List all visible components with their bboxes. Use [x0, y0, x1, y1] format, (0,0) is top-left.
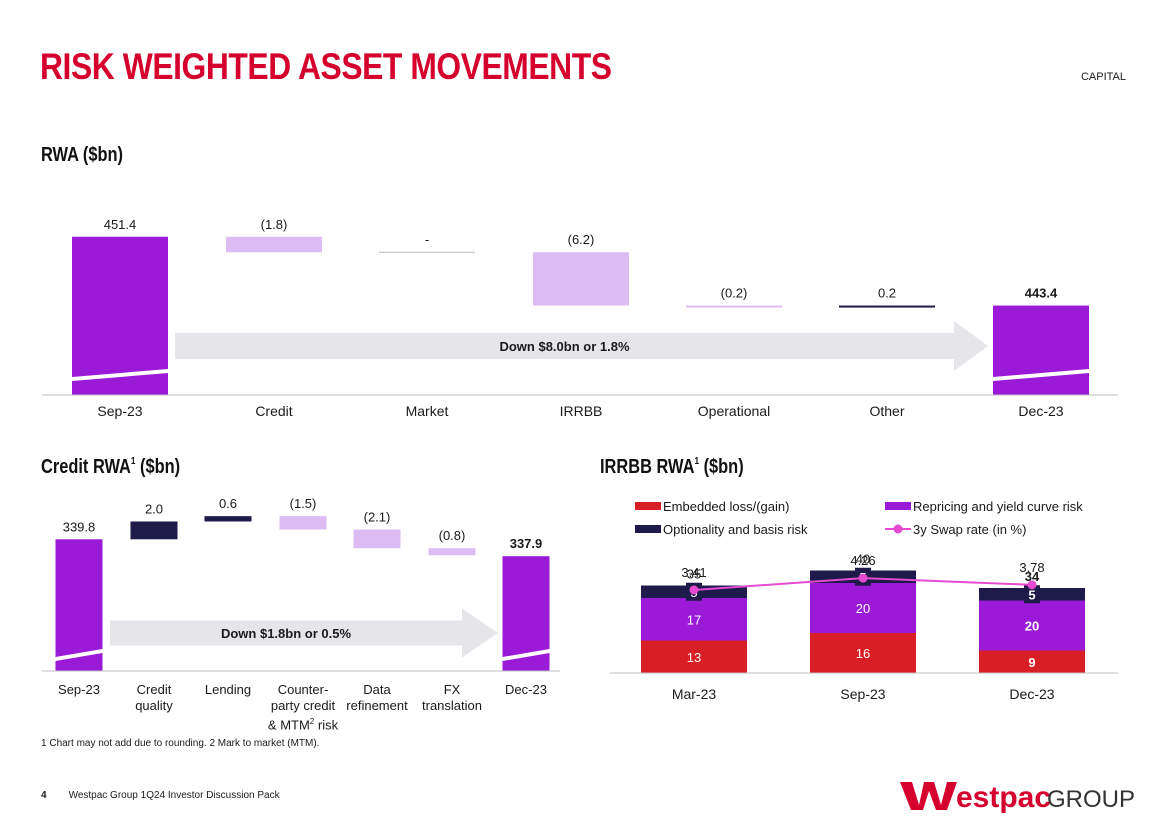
bar-4 [686, 305, 782, 308]
data-label-2: - [425, 232, 429, 247]
data-label-5: 0.2 [878, 286, 896, 301]
segment-label-bg-2 [1024, 585, 1040, 604]
axis-break-0 [55, 649, 103, 661]
logo-w-mark [900, 782, 957, 810]
legend-label-1: Repricing and yield curve risk [913, 499, 1083, 514]
page-title: RISK WEIGHTED ASSET MOVEMENTS [40, 46, 612, 87]
data-label-5: (0.8) [439, 528, 466, 543]
category-label-6: Dec-23 [1018, 403, 1063, 419]
rwa-waterfall-chart: 451.4 Sep-23 (1.8) Credit - Market (6.2) IRRBB (… [42, 217, 1118, 419]
total-label-0: 35 [687, 567, 701, 582]
bar-embedded-0 [641, 640, 747, 673]
bar-5 [428, 548, 476, 556]
page-number: 4 [41, 790, 47, 801]
credit-axis-label-5: FX translation [422, 682, 482, 713]
segment-label-optionality-2: 5 [1028, 587, 1035, 602]
legend-label-line: 3y Swap rate (in %) [913, 522, 1026, 537]
irrbb-rwa-title: IRRBB RWA1 ($bn) [600, 456, 744, 478]
bar-5 [839, 305, 935, 308]
swap-rate-point-0 [689, 585, 699, 595]
bar-repricing-1 [810, 583, 916, 633]
credit-axis-label-4: Data refinement [346, 682, 408, 713]
bar-4 [353, 529, 401, 549]
data-label-3: (6.2) [568, 232, 595, 247]
credit-axis-label-6: Dec-23 [505, 682, 547, 697]
legend-label-2: Optionality and basis risk [663, 522, 808, 537]
category-label-3: IRRBB [560, 403, 603, 419]
data-label-4: (2.1) [364, 509, 391, 524]
segment-label-repricing-0: 17 [687, 612, 701, 627]
category-label-0: Sep-23 [97, 403, 142, 419]
legend-swatch-1 [885, 502, 911, 510]
bar-0 [55, 539, 103, 671]
credit-axis-label-0: Sep-23 [58, 682, 100, 697]
total-label-1: 40 [856, 552, 870, 567]
section-tag: CAPITAL [1080, 71, 1126, 83]
bar-3 [279, 516, 327, 530]
category-label-1: Sep-23 [840, 686, 885, 702]
data-label-2: 0.6 [219, 496, 237, 511]
data-label-0: 451.4 [104, 217, 137, 232]
logo-group-text: GROUP [1047, 786, 1135, 813]
legend-swatch-2 [635, 525, 661, 533]
swap-rate-label-2: 3.78 [1019, 560, 1044, 575]
trend-arrow [175, 321, 988, 371]
logo-brand-text: estpac [956, 781, 1051, 814]
category-label-1: Credit [255, 403, 292, 419]
segment-label-repricing-1: 20 [856, 601, 870, 616]
segment-label-repricing-2: 20 [1025, 619, 1039, 634]
category-label-2: Dec-23 [1009, 686, 1054, 702]
total-label-2: 34 [1025, 569, 1040, 584]
axis-break-6 [502, 649, 550, 661]
footer: 4 Westpac Group 1Q24 Investor Discussion … [41, 790, 280, 801]
axis-break-0 [72, 369, 168, 381]
data-label-3: (1.5) [290, 496, 317, 511]
bar-repricing-2 [979, 600, 1085, 651]
swap-rate-label-0: 3.41 [681, 565, 706, 580]
bar-3 [533, 252, 629, 306]
segment-label-embedded-0: 13 [687, 650, 701, 665]
legend-swatch-marker [893, 524, 903, 534]
bar-0 [72, 236, 168, 395]
bar-6 [993, 305, 1089, 395]
data-label-1: (1.8) [261, 217, 288, 232]
axis-break-6 [993, 369, 1089, 381]
swap-rate-point-2 [1027, 580, 1037, 590]
credit-axis-label-3: Counter-party credit & MTM2 risk [267, 682, 339, 733]
legend-label-0: Embedded loss/(gain) [663, 499, 789, 514]
data-label-4: (0.2) [721, 286, 748, 301]
footer-text: Westpac Group 1Q24 Investor Discussion P… [68, 790, 280, 801]
data-label-6: 443.4 [1025, 286, 1058, 301]
swap-rate-point-1 [858, 573, 868, 583]
credit-rwa-waterfall-chart: 339.8 2.0 0.6 (1.5) (2.1) (0.8) 337.9 Down $1.8… [42, 496, 560, 672]
credit-axis-label-2: Lending [204, 682, 252, 697]
trend-arrow [110, 608, 498, 658]
bar-1 [130, 521, 178, 540]
footnote: 1 Chart may not add due to rounding. 2 M… [41, 738, 320, 749]
irrbb-rwa-stacked-chart: Embedded loss/(gain) Repricing and yield … [610, 499, 1118, 702]
data-label-6: 337.9 [510, 536, 543, 551]
data-label-1: 2.0 [145, 501, 163, 516]
rwa-chart-title: RWA ($bn) [41, 144, 123, 166]
credit-rwa-title: Credit RWA1 ($bn) [41, 456, 181, 478]
bar-2 [204, 516, 252, 522]
westpac-logo-graphic: estpac GROUP [900, 781, 1135, 814]
trend-arrow-label: Down $8.0bn or 1.8% [499, 339, 629, 354]
bar-repricing-0 [641, 598, 747, 641]
westpac-logo: estpac GROUP [900, 778, 1140, 819]
bar-1 [226, 236, 322, 253]
data-label-0: 339.8 [63, 519, 96, 534]
trend-arrow-label: Down $1.8bn or 0.5% [221, 626, 351, 641]
segment-label-embedded-2: 9 [1028, 655, 1035, 670]
category-label-2: Market [406, 403, 449, 419]
segment-label-embedded-1: 16 [856, 646, 870, 661]
category-label-4: Operational [698, 403, 770, 419]
category-label-0: Mar-23 [672, 686, 717, 702]
legend-swatch-0 [635, 502, 661, 510]
swap-rate-label-1: 4.26 [850, 553, 875, 568]
credit-axis-label-1: Credit quality [135, 682, 173, 713]
bar-embedded-2 [979, 650, 1085, 673]
category-label-5: Other [869, 403, 904, 419]
bar-embedded-1 [810, 633, 916, 673]
